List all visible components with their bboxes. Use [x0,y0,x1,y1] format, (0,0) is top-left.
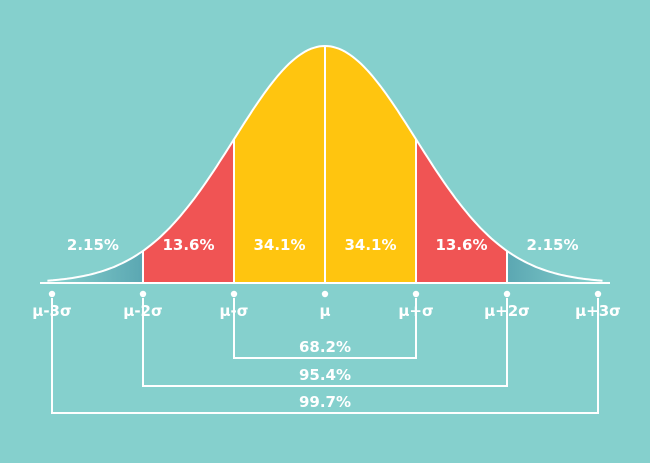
region-area-1 [50,250,144,283]
range-label: 99.7% [299,393,351,411]
range-bracket [51,298,599,414]
region-area-6 [507,250,600,283]
tick-dot [503,290,511,298]
tick-dot [321,290,329,298]
region-label: 34.1% [344,236,396,254]
range-label: 95.4% [299,366,351,384]
range-label: 68.2% [299,338,351,356]
tick-dot [230,290,238,298]
tick-dot [594,290,602,298]
range-bracket [233,298,417,359]
tick-dot [139,290,147,298]
region-label: 2.15% [526,236,578,254]
region-label: 13.6% [435,236,487,254]
region-label: 2.15% [67,236,119,254]
region-label: 34.1% [253,236,305,254]
tick-label: μ [319,302,330,320]
range-bracket [142,298,508,387]
region-label: 13.6% [162,236,214,254]
tick-dot [48,290,56,298]
tick-dot [412,290,420,298]
